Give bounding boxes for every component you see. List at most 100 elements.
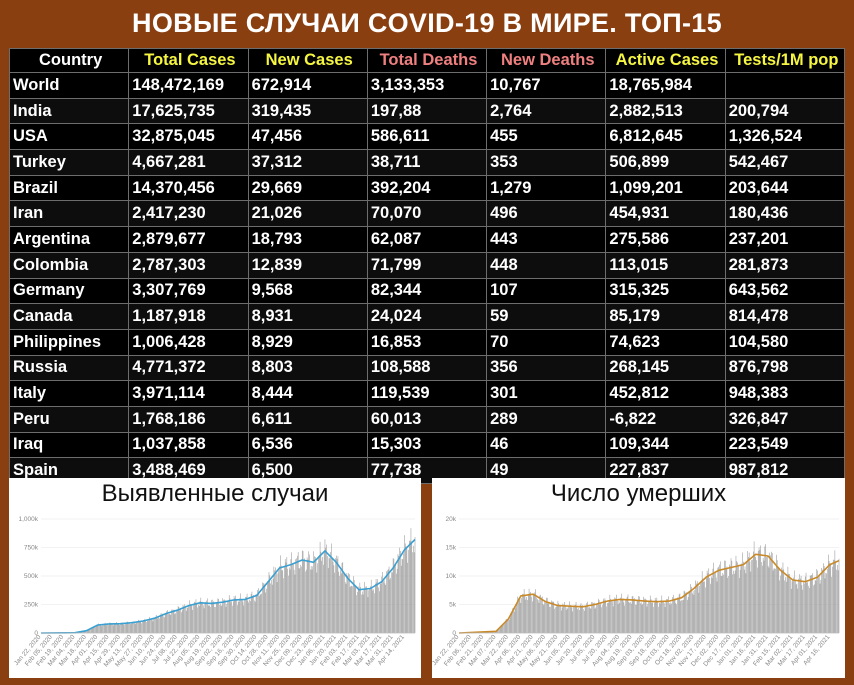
daily-bar bbox=[504, 622, 506, 633]
daily-bar bbox=[765, 544, 766, 633]
cell-new-cases: 8,931 bbox=[247, 303, 368, 330]
daily-bar bbox=[668, 602, 670, 633]
daily-bar bbox=[218, 598, 219, 633]
daily-bar bbox=[398, 555, 400, 633]
daily-bar bbox=[739, 569, 741, 633]
daily-bar bbox=[344, 573, 345, 633]
daily-bar bbox=[612, 606, 614, 633]
daily-bar bbox=[785, 577, 786, 633]
daily-bar bbox=[535, 589, 536, 633]
daily-bar bbox=[366, 586, 367, 633]
daily-bar bbox=[528, 588, 530, 633]
daily-bar bbox=[667, 599, 668, 633]
daily-bar bbox=[121, 622, 122, 633]
daily-bar bbox=[747, 551, 748, 633]
daily-bar bbox=[549, 606, 550, 633]
daily-bar bbox=[589, 608, 591, 633]
daily-bar bbox=[151, 618, 152, 633]
daily-bar bbox=[657, 601, 658, 633]
daily-bar bbox=[776, 560, 778, 633]
daily-bar bbox=[600, 603, 602, 633]
table-header-row: Country Total Cases New Cases Total Deat… bbox=[8, 48, 846, 73]
daily-bar bbox=[317, 563, 318, 633]
daily-bar bbox=[588, 607, 589, 633]
daily-bar bbox=[118, 624, 120, 633]
daily-bar bbox=[791, 581, 793, 633]
daily-bar bbox=[106, 625, 107, 633]
daily-bar bbox=[198, 604, 199, 633]
daily-bar bbox=[784, 580, 785, 633]
daily-bar bbox=[377, 579, 378, 633]
cell-total-deaths: 71,799 bbox=[366, 251, 488, 279]
daily-bar bbox=[97, 625, 99, 633]
daily-bar bbox=[276, 582, 278, 633]
daily-bar bbox=[716, 581, 718, 633]
cell-tests-per-million: 814,478 bbox=[724, 303, 846, 330]
daily-bar bbox=[83, 631, 85, 633]
daily-bar bbox=[590, 608, 592, 633]
daily-bar bbox=[297, 552, 299, 633]
col-header-country: Country bbox=[8, 48, 130, 73]
daily-bar bbox=[243, 605, 245, 633]
daily-bar bbox=[786, 576, 788, 633]
daily-bar bbox=[314, 556, 316, 633]
daily-bar bbox=[831, 576, 832, 633]
daily-bar bbox=[508, 618, 509, 633]
y-tick-label: 20k bbox=[446, 516, 457, 523]
daily-bar bbox=[165, 613, 167, 633]
daily-bar bbox=[701, 571, 703, 633]
daily-bar bbox=[172, 610, 174, 633]
daily-bar bbox=[392, 558, 394, 633]
daily-bar bbox=[809, 575, 811, 633]
daily-bar bbox=[743, 569, 745, 633]
daily-bar bbox=[630, 603, 632, 633]
daily-bar bbox=[818, 577, 819, 633]
daily-bar bbox=[691, 586, 692, 633]
daily-bar bbox=[241, 598, 242, 633]
cell-new-cases: 6,536 bbox=[247, 431, 368, 459]
daily-bar bbox=[613, 600, 615, 633]
daily-bar bbox=[665, 600, 667, 633]
daily-bar bbox=[211, 599, 213, 633]
daily-bar bbox=[803, 582, 804, 633]
daily-bar bbox=[818, 575, 820, 633]
daily-bar bbox=[250, 601, 251, 633]
daily-bar bbox=[699, 585, 700, 633]
daily-bar bbox=[560, 610, 562, 633]
daily-bar bbox=[703, 581, 705, 633]
daily-bar bbox=[736, 561, 738, 633]
daily-bar bbox=[569, 605, 571, 633]
daily-bar bbox=[763, 560, 765, 633]
daily-bar bbox=[677, 597, 678, 633]
daily-bar bbox=[677, 597, 679, 633]
daily-bar bbox=[232, 605, 233, 633]
daily-bar bbox=[354, 585, 356, 633]
daily-bar bbox=[178, 607, 180, 633]
daily-bar bbox=[593, 603, 594, 633]
daily-bar bbox=[552, 601, 554, 633]
daily-bar bbox=[592, 602, 593, 633]
daily-bar bbox=[185, 610, 187, 633]
daily-bar bbox=[373, 589, 374, 633]
daily-bar bbox=[824, 578, 826, 633]
daily-bar bbox=[730, 558, 732, 633]
daily-bar bbox=[139, 621, 141, 633]
daily-bar bbox=[407, 562, 408, 633]
daily-bar bbox=[93, 626, 95, 633]
y-tick-label: 5k bbox=[449, 602, 457, 609]
daily-bar bbox=[173, 609, 175, 633]
daily-bar bbox=[386, 571, 387, 633]
daily-bar bbox=[240, 593, 241, 633]
daily-bar bbox=[837, 570, 839, 633]
daily-bar bbox=[224, 599, 225, 633]
daily-bar bbox=[808, 585, 809, 633]
daily-bar bbox=[105, 624, 107, 633]
daily-bar bbox=[545, 602, 546, 633]
daily-bar bbox=[96, 626, 98, 633]
daily-bar bbox=[721, 576, 723, 633]
daily-bar bbox=[272, 578, 274, 633]
cell-total-cases: 32,875,045 bbox=[128, 123, 249, 151]
daily-bar bbox=[180, 609, 181, 633]
cell-total-cases: 4,667,281 bbox=[128, 149, 249, 176]
daily-bar bbox=[352, 586, 353, 633]
